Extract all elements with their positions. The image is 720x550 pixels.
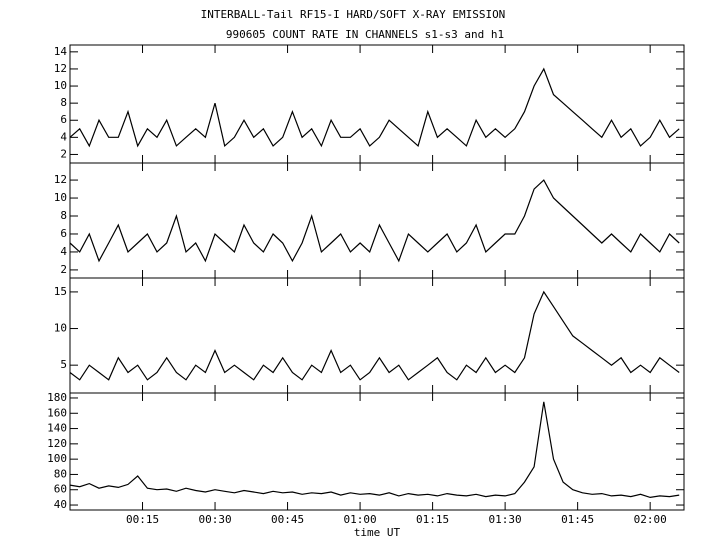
x-tick-label: 01:45 [561,513,594,526]
y-tick-label: 2 [60,263,67,276]
x-tick-label: 01:15 [416,513,449,526]
y-tick-label: 2 [60,147,67,160]
x-axis-label: time UT [354,526,401,539]
panel-frame [69,277,685,394]
panel-frame [69,44,685,164]
data-line [69,67,680,148]
y-tick-label: 6 [60,113,67,126]
data-line [69,290,680,381]
y-tick-label: 140 [47,422,67,435]
x-tick-label: 00:30 [198,513,231,526]
y-tick-label: 12 [54,173,67,186]
y-tick-label: 10 [54,191,67,204]
x-tick-label: 00:15 [126,513,159,526]
y-tick-label: 10 [54,322,67,335]
y-tick-label: 8 [60,209,67,222]
y-tick-label: 100 [47,452,67,465]
panel-frame [69,392,685,511]
y-tick-label: 10 [54,79,67,92]
y-tick-label: 40 [54,498,67,511]
chart-subtitle: 990605 COUNT RATE IN CHANNELS s1-s3 and … [226,28,504,41]
y-tick-label: 60 [54,483,67,496]
y-tick-label: 8 [60,96,67,109]
y-tick-label: 5 [60,358,67,371]
x-tick-label: 01:00 [344,513,377,526]
panel-frame [69,162,685,279]
data-line [69,179,680,263]
y-tick-label: 180 [47,391,67,404]
y-tick-label: 15 [54,285,67,298]
x-tick-label: 00:45 [271,513,304,526]
y-tick-label: 14 [54,45,68,58]
y-tick-label: 80 [54,467,67,480]
data-line [69,401,680,499]
y-tick-label: 12 [54,62,67,75]
y-tick-label: 4 [60,245,67,258]
y-tick-label: 160 [47,406,67,419]
y-tick-label: 4 [60,130,67,143]
y-tick-label: 120 [47,437,67,450]
x-tick-label: 01:30 [489,513,522,526]
chart-title: INTERBALL-Tail RF15-I HARD/SOFT X-RAY EM… [201,8,506,21]
x-tick-label: 02:00 [634,513,667,526]
y-tick-label: 6 [60,227,67,240]
